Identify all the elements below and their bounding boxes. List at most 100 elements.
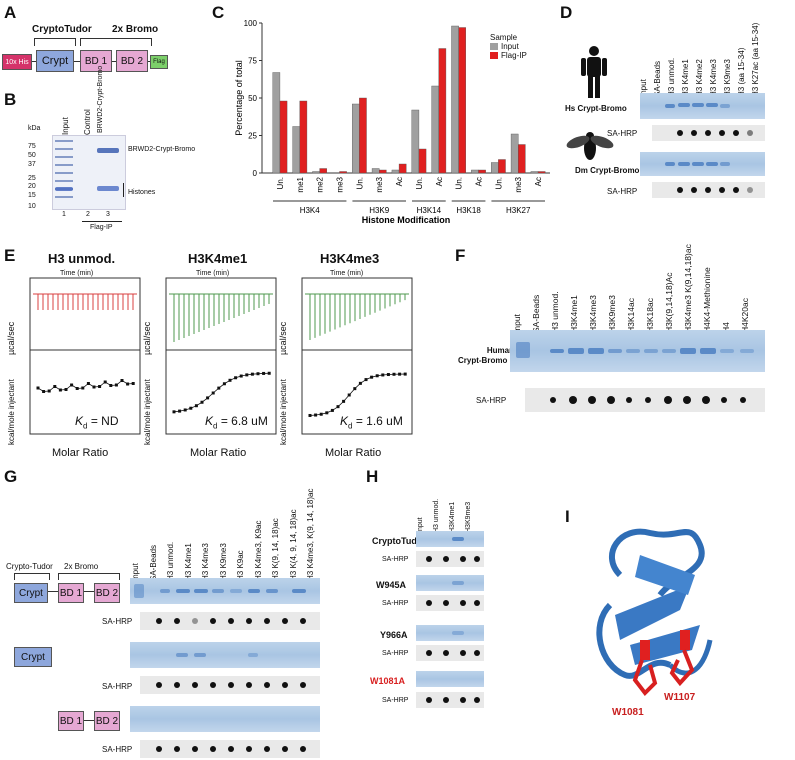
marker-20: 20 [28,183,36,190]
g-bd1-1: BD 1 [58,583,84,603]
g-crypt-1: Crypt [14,583,48,603]
g-lane-3: H3 K4me1 [183,543,193,581]
f-lane-4: H3K4me3 [588,295,598,333]
d-hs-blot [652,125,765,141]
f-lane-3: H3K4me1 [569,295,579,333]
g-gel-1 [130,578,320,604]
itc-raw-frame-0 [29,277,141,351]
histone-bar-chart: 0 25 50 75 100 Percentage of total Un. me1 me2 me… [234,19,550,225]
d-lane-7: H3 (aa 15-34) [737,47,746,97]
h-lane-2: H3K4me1 [449,501,456,533]
chart-category-label: Ac [475,177,484,186]
ladder-bands [55,140,73,204]
g-lane-2: H3 unmod. [166,541,175,581]
bar-flagip-6 [398,163,407,174]
group-label-H3K14: H3K14 [417,206,442,215]
itc-fit-curve-1 [173,372,270,413]
time-label-2: Time (min) [196,270,230,277]
bar-flagip-1 [299,100,308,174]
marker-50: 50 [28,152,36,159]
ucal-label-1: µcal/sec [6,321,16,355]
domain-his: 10x His [2,54,32,70]
f-sa-label: SA-HRP [476,396,507,405]
time-label-3: Time (min) [330,270,364,277]
chart-category-label: Ac [534,177,543,186]
h-blot-2 [416,595,484,611]
h-blot-4 [416,692,484,708]
chart-category-label: me1 [296,176,305,192]
ucal-label-3: µcal/sec [278,321,288,355]
d-lane-4: H3 K4me2 [695,59,704,97]
bracket-right [80,38,152,46]
bar-input-10 [471,169,479,174]
g-lane-4: H3 K4me3 [201,543,210,581]
g-lane-5: H3 K9me3 [218,543,228,581]
g-blot-2 [140,676,320,694]
h-sa-1: SA-HRP [382,556,409,563]
g-blot-3 [140,740,320,758]
itc-title-unmod: H3 unmod. [48,251,116,266]
chart-category-label: Un. [494,177,503,189]
chart-category-label: Ac [435,177,444,186]
molar-ratio-3: Molar Ratio [325,447,382,459]
h-gel-4 [416,671,484,687]
g-gel-3 [130,706,320,732]
bar-input-9 [451,25,459,174]
chart-category-label: me3 [514,176,523,192]
dm-crypt-label: Dm Crypt-Bromo [575,166,640,175]
d-hs-sa-label: SA-HRP [607,129,638,138]
kd-k4me3: Kd = 1.6 uM [340,414,403,431]
h-sa-2: SA-HRP [382,600,409,607]
bar-input-13 [530,171,539,174]
bar-input-1 [292,126,300,174]
f-lane-8: H3K(9,14,18)Ac [664,272,674,333]
bar-flagip-5 [379,169,387,174]
d-lane-6: H3 K9me3 [723,59,732,97]
chart-ylabel: Percentage of total [234,60,244,136]
chart-category-label: Ac [395,177,404,186]
chart-ytick-label: 75 [248,57,257,66]
human-figure-icon [578,45,610,105]
g-bracket-left [14,573,50,580]
kcal-label-3: kcal/mole injectant [279,379,288,445]
g-sa-1: SA-HRP [102,617,133,626]
histones-band-label: Histones [128,189,156,196]
f-lane-10: H4K4-Methionine [702,267,712,333]
g-sa-2: SA-HRP [102,682,133,691]
marker-25: 25 [28,175,36,182]
time-label-1: Time (min) [60,270,94,277]
g-lane-7: H3 K4me3, K9ac [253,520,263,581]
residue-w1081: W1081 [612,707,644,718]
g-bd2-1: BD 2 [94,583,120,603]
bar-flagip-8 [438,48,447,174]
d-dm-gel [640,152,765,176]
itc-fit-frame-1 [165,349,277,435]
legend-swatch-flagip [490,52,498,59]
g-lane-9: H3 K(4, 9, 14, 18)ac [288,509,298,581]
chart-category-label: me2 [316,176,325,192]
chart-legend-title: Sample [490,33,518,42]
bar-input-6 [391,169,400,174]
d-lane-1: SA-Beads [653,60,662,97]
bar-flagip-10 [478,169,486,174]
d-dm-sa-label: SA-HRP [607,187,638,196]
chart-category-label: Un. [455,177,464,189]
chart-ytick-label: 0 [253,169,258,178]
histones-bracket [123,183,127,197]
itc-raw-frame-1 [165,277,277,351]
group-label-H3K27: H3K27 [506,206,531,215]
domain-flag: Flag [150,55,168,69]
bar-input-8 [431,85,439,174]
domain-bd1: BD 1 [80,50,112,72]
bromo-header: 2x Bromo [112,24,159,35]
d-lane-8: H3 K27ac (aa 15-34) [751,22,760,97]
h-sa-3: SA-HRP [382,650,409,657]
lane-number-2: 2 [86,211,90,218]
chart-category-label: me3 [336,176,345,192]
ucal-label-2: µcal/sec [142,321,152,355]
bracket-left [34,38,76,46]
lane-input: Input [61,117,70,135]
fly-icon [565,128,615,168]
f-lane-12: H4K20ac [740,298,750,333]
panel-letter-d: D [560,3,573,22]
